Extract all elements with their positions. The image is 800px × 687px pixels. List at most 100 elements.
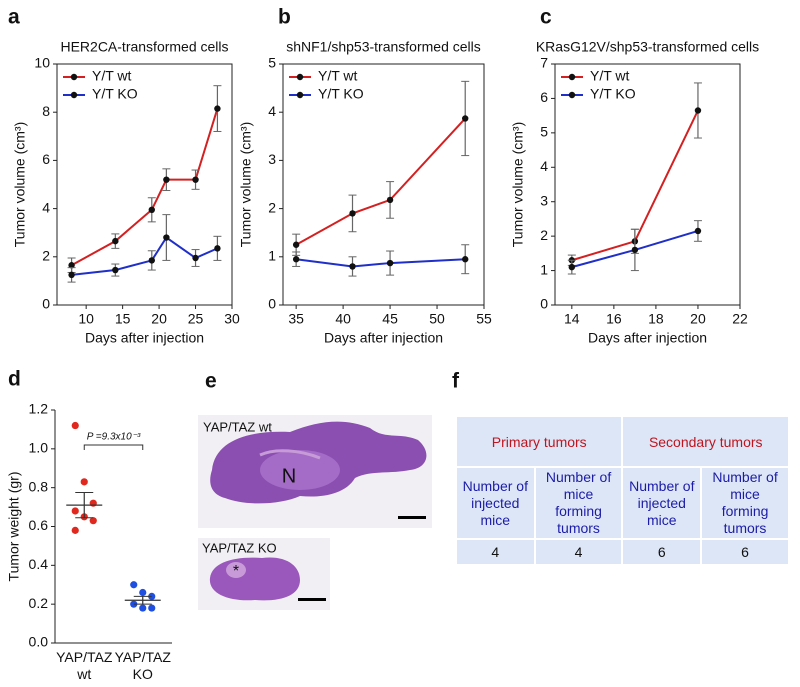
table-group: Secondary tumors [621, 415, 790, 468]
data-point [292, 241, 300, 248]
data-point [214, 245, 221, 252]
x-tick-label: 18 [648, 311, 664, 327]
p-value: P =9.3x10⁻³ [87, 432, 141, 443]
result-table: Primary tumors Secondary tumors Number of… [454, 415, 790, 566]
series-line [71, 236, 218, 276]
y-tick-label: 6 [42, 151, 50, 167]
legend-marker [70, 91, 78, 99]
data-point [192, 254, 199, 262]
data-point [386, 196, 394, 204]
x-axis-label: Days after injection [588, 330, 707, 346]
y-tick-label: 0.2 [29, 595, 49, 611]
table-cell: 4 [533, 538, 624, 566]
y-tick-label: 2 [268, 199, 276, 215]
y-tick-label: 0 [268, 296, 276, 312]
y-tick-label: 4 [540, 158, 548, 174]
y-tick-label: 1 [268, 248, 276, 264]
data-point [192, 176, 199, 183]
table-cell: 4 [455, 538, 536, 566]
legend-marker [568, 73, 576, 81]
y-tick-label: 4 [42, 199, 50, 215]
data-point [68, 271, 75, 279]
x-tick-label: 50 [429, 311, 445, 327]
chart-title: KRasG12V/shp53-transformed cells [536, 39, 759, 55]
series-line [296, 258, 466, 268]
y-axis-label: Tumor weight (gr) [6, 472, 22, 582]
x-tick-label: 30 [224, 311, 240, 327]
y-tick-label: 1.0 [29, 440, 49, 456]
x-tick-label: YAP/TAZ KO [114, 649, 171, 682]
x-tick-label: 22 [732, 311, 748, 327]
data-point [694, 107, 702, 114]
x-axis-label: Days after injection [85, 330, 204, 346]
chart-title: shNF1/shp53-transformed cells [286, 39, 481, 55]
y-tick-label: 3 [540, 192, 548, 208]
y-tick-label: 1 [540, 261, 548, 277]
data-point [130, 581, 138, 589]
panel-letter: e [205, 370, 217, 393]
data-point [148, 206, 155, 214]
x-tick-label: 20 [151, 311, 167, 327]
y-tick-label: 8 [42, 103, 50, 119]
chart-title: HER2CA-transformed cells [60, 39, 228, 55]
data-point [148, 604, 156, 612]
data-point [112, 237, 119, 245]
data-point [349, 210, 356, 217]
legend-label: Y/T wt [590, 68, 630, 84]
y-tick-label: 0 [540, 296, 548, 312]
data-point [148, 257, 155, 264]
x-tick-label: YAP/TAZ wt [56, 649, 113, 682]
image-label: YAP/TAZ wt [203, 419, 272, 434]
y-tick-label: 2 [42, 248, 50, 264]
panel-letter: c [540, 6, 552, 29]
legend-marker [70, 73, 78, 81]
data-point [80, 478, 88, 486]
x-tick-label: 35 [288, 311, 304, 327]
y-axis-label: Tumor volume (cm³) [238, 122, 254, 248]
data-point [71, 421, 79, 430]
x-tick-label: 16 [606, 311, 622, 327]
panel-letter: a [8, 6, 20, 29]
x-tick-label: 25 [188, 311, 204, 327]
panel-letter: f [452, 370, 460, 393]
data-point [112, 266, 119, 274]
x-tick-label: 14 [564, 311, 580, 327]
table-group: Primary tumors [454, 415, 624, 468]
data-point [214, 105, 221, 112]
y-tick-label: 0.6 [29, 517, 49, 533]
legend-label: Y/T wt [92, 68, 132, 84]
legend-marker [296, 73, 304, 81]
y-tick-label: 2 [540, 227, 548, 243]
y-tick-label: 10 [34, 55, 50, 71]
series-line [71, 108, 219, 267]
y-tick-label: 1.2 [29, 401, 49, 417]
data-point [139, 588, 147, 597]
significance-bracket [83, 444, 144, 450]
data-point [462, 115, 469, 122]
y-tick-label: 3 [268, 151, 276, 167]
x-tick-label: 55 [476, 311, 492, 327]
legend-label: Y/T KO [590, 86, 636, 102]
table-header: Number of mice forming tumors [533, 466, 624, 540]
x-axis-label: Days after injection [324, 330, 443, 346]
histology-ko: YAP/TAZ KO * [198, 538, 330, 610]
data-point [71, 526, 79, 534]
series-line [295, 117, 466, 246]
data-point [163, 176, 170, 183]
data-point [163, 234, 170, 241]
data-point [71, 507, 79, 515]
legend-label: Y/T KO [318, 86, 364, 102]
plot-frame [554, 63, 741, 306]
data-point [292, 256, 300, 263]
table-cell: 6 [621, 538, 703, 566]
y-tick-label: 7 [540, 55, 548, 71]
y-tick-label: 0.8 [29, 478, 49, 494]
x-tick-label: 15 [115, 311, 131, 327]
image-label: YAP/TAZ KO [202, 540, 277, 555]
data-point [386, 259, 394, 267]
x-tick-label: 45 [382, 311, 398, 327]
legend-label: Y/T wt [318, 68, 358, 84]
y-tick-label: 5 [268, 55, 276, 71]
image-mark: N [282, 465, 296, 487]
